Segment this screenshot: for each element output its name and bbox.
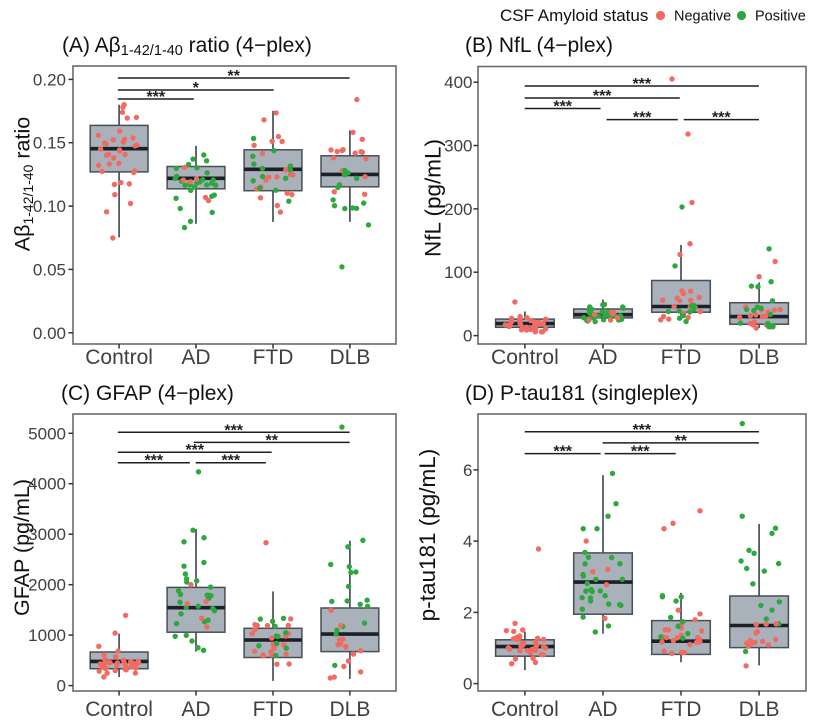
svg-text:DLB: DLB: [739, 346, 780, 369]
svg-text:**: **: [227, 68, 240, 85]
svg-text:***: ***: [632, 76, 651, 93]
svg-text:0: 0: [463, 327, 472, 346]
svg-text:4: 4: [463, 532, 472, 551]
svg-text:***: ***: [221, 453, 240, 470]
svg-text:Negative: Negative: [674, 9, 731, 25]
svg-text:**: **: [265, 432, 278, 449]
svg-text:FTD: FTD: [661, 698, 702, 721]
svg-text:2000: 2000: [28, 576, 66, 595]
svg-text:Control: Control: [491, 698, 559, 721]
svg-text:NfL (pg/mL): NfL (pg/mL): [421, 139, 446, 257]
svg-text:*: *: [193, 80, 200, 97]
svg-text:FTD: FTD: [661, 346, 702, 369]
svg-text:200: 200: [444, 200, 472, 219]
svg-text:0.00: 0.00: [33, 324, 66, 343]
svg-text:1000: 1000: [28, 626, 66, 645]
svg-text:0.15: 0.15: [33, 134, 66, 153]
svg-text:FTD: FTD: [253, 346, 294, 369]
svg-text:400: 400: [444, 73, 472, 92]
svg-text:DLB: DLB: [739, 698, 780, 721]
svg-text:***: ***: [144, 453, 163, 470]
svg-text:AD: AD: [181, 346, 210, 369]
svg-text:AD: AD: [588, 698, 617, 721]
svg-text:0.10: 0.10: [33, 197, 66, 216]
svg-text:AD: AD: [181, 698, 210, 721]
svg-text:300: 300: [444, 137, 472, 156]
svg-text:Control: Control: [85, 698, 153, 721]
svg-text:p-tau181 (pg/mL): p-tau181 (pg/mL): [415, 449, 440, 622]
svg-text:Aβ1-42/1-40 ratio: Aβ1-42/1-40 ratio: [11, 117, 37, 251]
svg-text:0: 0: [463, 675, 472, 694]
svg-text:CSF Amyloid status: CSF Amyloid status: [500, 6, 648, 25]
svg-text:3000: 3000: [28, 525, 66, 544]
svg-text:Positive: Positive: [755, 9, 806, 25]
svg-text:GFAP (pg/mL): GFAP (pg/mL): [10, 479, 34, 616]
svg-text:***: ***: [633, 110, 652, 127]
svg-text:Control: Control: [491, 346, 559, 369]
svg-text:***: ***: [712, 110, 731, 127]
svg-text:5000: 5000: [28, 424, 66, 443]
svg-text:0: 0: [57, 677, 66, 696]
svg-text:DLB: DLB: [329, 346, 370, 369]
svg-text:(B) NfL (4−plex): (B) NfL (4−plex): [465, 34, 613, 57]
svg-text:6: 6: [463, 461, 472, 480]
svg-text:***: ***: [632, 422, 651, 439]
svg-text:0.20: 0.20: [33, 70, 66, 89]
svg-text:DLB: DLB: [329, 698, 370, 721]
svg-text:***: ***: [553, 99, 572, 116]
svg-text:***: ***: [553, 444, 572, 461]
svg-text:***: ***: [224, 422, 243, 439]
svg-text:2: 2: [463, 603, 472, 622]
svg-text:0.05: 0.05: [33, 260, 66, 279]
svg-text:Control: Control: [85, 346, 153, 369]
svg-text:***: ***: [593, 88, 612, 105]
svg-text:(A) Aβ1-42/1-40 ratio (4−plex): (A) Aβ1-42/1-40 ratio (4−plex): [62, 34, 312, 59]
svg-text:***: ***: [631, 444, 650, 461]
svg-text:FTD: FTD: [253, 698, 294, 721]
svg-text:**: **: [675, 433, 688, 450]
svg-text:(D) P-tau181 (singleplex): (D) P-tau181 (singleplex): [465, 382, 698, 405]
svg-text:AD: AD: [588, 346, 617, 369]
svg-text:(C) GFAP (4−plex): (C) GFAP (4−plex): [61, 382, 234, 405]
svg-text:***: ***: [146, 89, 165, 106]
svg-text:***: ***: [185, 442, 204, 459]
svg-text:4000: 4000: [28, 475, 66, 494]
svg-text:100: 100: [444, 263, 472, 282]
